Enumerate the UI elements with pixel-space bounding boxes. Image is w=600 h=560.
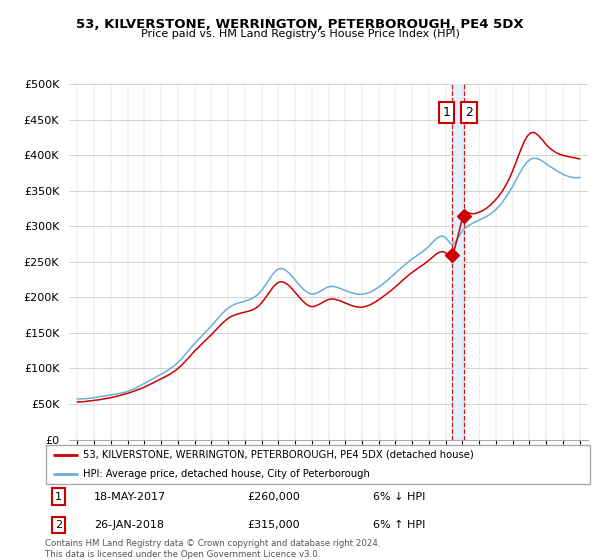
Text: HPI: Average price, detached house, City of Peterborough: HPI: Average price, detached house, City… — [83, 469, 370, 479]
Text: 1: 1 — [443, 106, 451, 119]
Text: Price paid vs. HM Land Registry's House Price Index (HPI): Price paid vs. HM Land Registry's House … — [140, 29, 460, 39]
Text: 26-JAN-2018: 26-JAN-2018 — [94, 520, 164, 530]
Bar — [452, 84, 464, 440]
Text: 53, KILVERSTONE, WERRINGTON, PETERBOROUGH, PE4 5DX (detached house): 53, KILVERSTONE, WERRINGTON, PETERBOROUG… — [83, 450, 474, 460]
Text: £315,000: £315,000 — [247, 520, 299, 530]
Text: £260,000: £260,000 — [247, 492, 300, 502]
Text: 2: 2 — [55, 520, 62, 530]
Text: 18-MAY-2017: 18-MAY-2017 — [94, 492, 166, 502]
FancyBboxPatch shape — [46, 445, 590, 484]
Text: 6% ↓ HPI: 6% ↓ HPI — [373, 492, 425, 502]
Text: 6% ↑ HPI: 6% ↑ HPI — [373, 520, 425, 530]
Text: 1: 1 — [55, 492, 62, 502]
Text: 2: 2 — [465, 106, 473, 119]
Text: 53, KILVERSTONE, WERRINGTON, PETERBOROUGH, PE4 5DX: 53, KILVERSTONE, WERRINGTON, PETERBOROUG… — [76, 18, 524, 31]
Text: Contains HM Land Registry data © Crown copyright and database right 2024.
This d: Contains HM Land Registry data © Crown c… — [45, 539, 380, 559]
